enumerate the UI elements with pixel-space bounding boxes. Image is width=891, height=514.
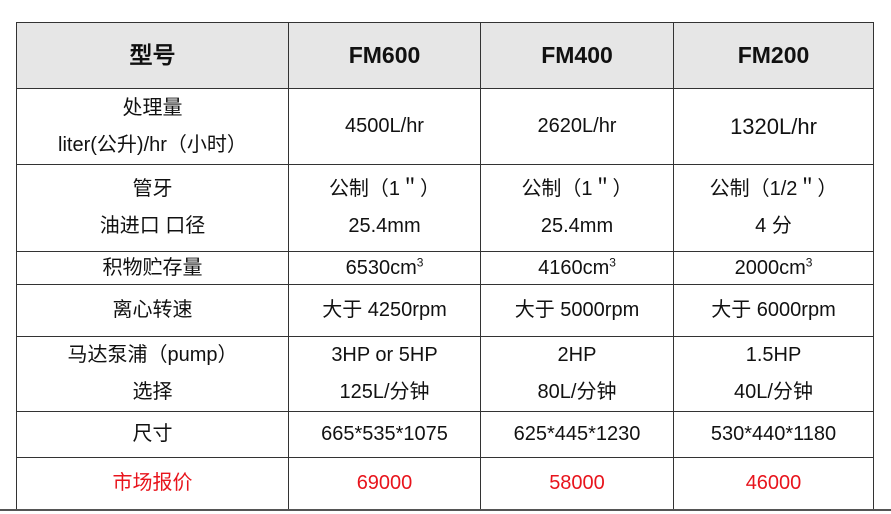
cell: 1.5HP 40L/分钟 xyxy=(673,336,874,412)
row-label: 管牙 油进口 口径 xyxy=(16,164,289,252)
cell-line: 4 分 xyxy=(755,215,792,237)
price-label: 市场报价 xyxy=(16,457,289,510)
label-line: 油进口 口径 xyxy=(99,215,206,237)
superscript: 3 xyxy=(805,255,813,270)
cell-line: 公制（1＂） xyxy=(521,178,633,200)
cell: 公制（1＂） 25.4mm xyxy=(480,164,674,252)
row-label: 处理量 liter(公升)/hr（小时） xyxy=(16,88,289,165)
superscript: 3 xyxy=(416,255,424,270)
row-label: 积物贮存量 xyxy=(16,251,289,285)
row-storage: 积物贮存量 6530cm3 4160cm3 2000cm3 xyxy=(16,251,874,285)
cell: 2HP 80L/分钟 xyxy=(480,336,674,412)
row-speed: 离心转速 大于 4250rpm 大于 5000rpm 大于 6000rpm xyxy=(16,284,874,337)
cell-line: 80L/分钟 xyxy=(537,381,617,403)
cell: 大于 6000rpm xyxy=(673,284,874,337)
price-fm200: 46000 xyxy=(673,457,874,510)
cell: 4500L/hr xyxy=(288,88,481,165)
cell-line: 1.5HP xyxy=(745,344,802,366)
label-line: 管牙 xyxy=(132,178,173,200)
cell: 公制（1/2＂） 4 分 xyxy=(673,164,874,252)
row-size: 尺寸 665*535*1075 625*445*1230 530*440*118… xyxy=(16,411,874,458)
row-pump: 马达泵浦（pump） 选择 3HP or 5HP 125L/分钟 2HP 80L/分钟… xyxy=(16,336,874,412)
cell-line: 3HP or 5HP xyxy=(331,344,438,366)
cell: 1320L/hr xyxy=(673,88,874,165)
header-row: 型号 FM600 FM400 FM200 xyxy=(16,22,874,89)
label-line: 马达泵浦（pump） xyxy=(67,344,238,366)
model-fm200: FM200 xyxy=(673,22,874,89)
cell-value: 2000cm xyxy=(734,257,806,279)
label-line: 处理量 xyxy=(122,96,183,119)
cell-line: 25.4mm xyxy=(540,215,614,237)
model-fm400: FM400 xyxy=(480,22,674,89)
cell: 665*535*1075 xyxy=(288,411,481,458)
superscript: 3 xyxy=(609,255,616,270)
cell: 2000cm3 xyxy=(673,251,874,285)
cell-line: 公制（1＂） xyxy=(328,178,441,200)
cell: 530*440*1180 xyxy=(673,411,874,458)
cell-value: 4160cm xyxy=(538,257,610,279)
cell: 2620L/hr xyxy=(480,88,674,165)
cell-line: 40L/分钟 xyxy=(734,381,813,403)
cell-line: 125L/分钟 xyxy=(339,381,430,403)
row-label: 尺寸 xyxy=(16,411,289,458)
label-line: 选择 xyxy=(132,381,173,403)
row-price: 市场报价 69000 58000 46000 xyxy=(16,457,874,510)
label-line: liter(公升)/hr（小时） xyxy=(58,133,247,156)
row-throughput: 处理量 liter(公升)/hr（小时） 4500L/hr 2620L/hr 13… xyxy=(16,88,874,165)
header-label: 型号 xyxy=(16,22,289,89)
row-pipe: 管牙油进口 口径 公制（1＂） 25.4mm 公制（1＂） 25.4mm 公制（1/… xyxy=(16,164,874,252)
cell: 大于 4250rpm xyxy=(288,284,481,337)
cell: 4160cm3 xyxy=(480,251,674,285)
spec-table: 型号 FM600 FM400 FM200 处理量 liter(公升)/hr（小时）… xyxy=(16,22,874,510)
cell-line: 公制（1/2＂） xyxy=(709,178,838,200)
model-fm600: FM600 xyxy=(288,22,481,89)
cell: 625*445*1230 xyxy=(480,411,674,458)
cell: 6530cm3 xyxy=(288,251,481,285)
row-label: 马达泵浦（pump） 选择 xyxy=(16,336,289,412)
cell: 3HP or 5HP 125L/分钟 xyxy=(288,336,481,412)
row-label: 离心转速 xyxy=(16,284,289,337)
cell-line: 2HP xyxy=(557,344,597,366)
cell: 公制（1＂） 25.4mm xyxy=(288,164,481,252)
cell: 大于 5000rpm xyxy=(480,284,674,337)
divider xyxy=(0,509,891,511)
price-fm600: 69000 xyxy=(288,457,481,510)
cell-value: 6530cm xyxy=(345,257,417,279)
cell-line: 25.4mm xyxy=(348,215,421,237)
price-fm400: 58000 xyxy=(480,457,674,510)
